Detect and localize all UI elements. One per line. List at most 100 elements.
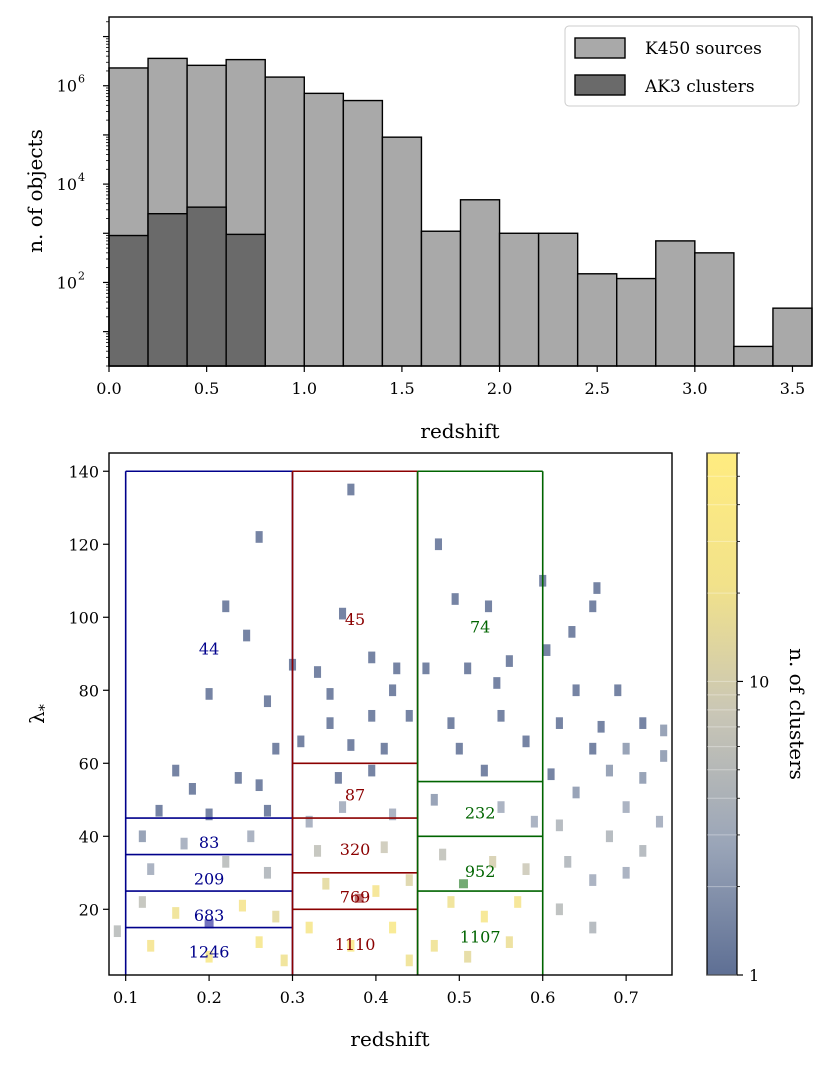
x-tick-label: 0.5 — [447, 988, 472, 1007]
heatmap-cell — [555, 819, 563, 832]
heatmap-cell — [497, 709, 505, 722]
highlight-marker — [458, 879, 468, 889]
k450-bar — [264, 76, 305, 367]
y-tick-label: 20 — [79, 900, 99, 919]
heatmap-cell — [272, 910, 280, 923]
heatmap-cell — [489, 855, 497, 868]
legend-swatch-k450 — [574, 37, 626, 59]
heatmap-cell — [589, 742, 597, 755]
colorbar-ticks: 1 10 — [737, 452, 769, 985]
heatmap-cell — [464, 950, 472, 963]
heatmap-cell — [180, 837, 188, 850]
k450-bar — [576, 273, 618, 367]
x-tick-label: 3.5 — [780, 379, 805, 398]
histogram-x-ticks: 0.0 0.5 1.0 1.5 2.0 2.5 3.0 3.5 — [96, 366, 805, 398]
heatmap-cell — [368, 764, 376, 777]
heatmap-cell — [660, 750, 668, 762]
heatmap-cell — [639, 772, 647, 784]
heatmap-cell — [484, 600, 493, 613]
histogram-legend: K450 sources AK3 clusters — [564, 25, 800, 107]
heatmap-panel: 1246 683 209 83 44 1110 769 320 87 45 1107 952 232 74… — [25, 452, 809, 1051]
heatmap-cell — [138, 896, 146, 908]
x-tick-label: 0.1 — [113, 988, 138, 1007]
x-tick-label: 0.5 — [194, 379, 219, 398]
heatmap-cell — [322, 877, 330, 890]
region-count-label: 232 — [465, 804, 496, 823]
heatmap-cell — [334, 772, 342, 784]
heatmap-cell — [480, 910, 488, 923]
region-count-label: 769 — [340, 888, 371, 907]
heatmap-cell — [505, 655, 513, 667]
k450-bar — [733, 345, 774, 367]
heatmap-cell — [593, 582, 601, 594]
y-tick-label: 100 — [68, 608, 99, 627]
heatmap-cell — [263, 804, 272, 817]
heatmap-cell — [389, 808, 397, 821]
heatmap-axes-frame — [108, 452, 673, 976]
region-count-label: 1110 — [335, 935, 376, 954]
heatmap-cell — [522, 863, 530, 875]
heatmap-cell — [430, 939, 438, 952]
y-tick-label: 10 — [57, 77, 77, 96]
heatmap-cell — [655, 815, 664, 828]
heatmap-cell — [522, 735, 530, 748]
x-tick-label: 0.7 — [613, 988, 638, 1007]
heatmap-cell — [372, 885, 380, 897]
region-count-label: 320 — [340, 840, 371, 859]
k450-bar — [498, 232, 540, 367]
k450-bar — [459, 199, 501, 367]
heatmap-cell — [147, 863, 155, 875]
region-count-label: 83 — [199, 833, 219, 852]
x-tick-label: 0.3 — [280, 988, 305, 1007]
heatmap-cell — [188, 782, 196, 795]
region-count-labels: 1246 683 209 83 44 1110 769 320 87 45 1107 952 232 74 — [189, 610, 501, 961]
heatmap-cell — [589, 600, 597, 613]
k450-bar — [381, 136, 423, 367]
heatmap-cell — [238, 899, 246, 912]
heatmap-cell — [405, 954, 413, 967]
region-count-label: 44 — [199, 639, 219, 658]
heatmap-cell — [347, 939, 355, 952]
heatmap-cell — [243, 629, 251, 642]
region-count-label: 45 — [345, 610, 365, 629]
heatmap-cell — [380, 742, 388, 755]
heatmap-cell — [205, 950, 213, 963]
x-tick-label: 0.4 — [363, 988, 388, 1007]
histogram-x-label: redshift — [420, 419, 499, 443]
heatmap-cell — [393, 662, 401, 675]
heatmap-cell — [222, 855, 230, 868]
heatmap-cell — [338, 607, 347, 620]
heatmap-cell — [305, 921, 313, 934]
heatmap-cell — [589, 921, 597, 934]
heatmap-cell — [313, 666, 322, 678]
ak3-bar — [225, 233, 266, 367]
heatmap-cell — [205, 808, 213, 821]
x-tick-label: 2.0 — [487, 379, 512, 398]
heatmap-cell — [422, 662, 430, 675]
x-tick-label: 0.6 — [530, 988, 555, 1007]
heatmap-cell — [434, 538, 443, 551]
heatmap-cell — [605, 830, 613, 843]
heatmap-y-label-group: λ* — [25, 704, 53, 724]
colorbar-minor-lines — [707, 452, 737, 976]
heatmap-cell — [605, 764, 613, 777]
heatmap-cell — [255, 779, 263, 792]
legend-swatch-ak3 — [574, 74, 626, 96]
heatmap-cell — [380, 841, 388, 854]
heatmap-cell — [505, 936, 513, 948]
y-tick-exponent: 6 — [78, 73, 85, 86]
k450-bar — [303, 92, 345, 367]
colorbar — [706, 452, 738, 976]
heatmap-cell — [622, 801, 630, 813]
heatmap-cell — [568, 626, 576, 638]
k450-bar — [537, 232, 579, 367]
heatmap-cell — [280, 954, 288, 967]
heatmap-cell — [430, 793, 438, 806]
selection-regions — [124, 470, 544, 975]
heatmap-cell — [639, 717, 647, 729]
heatmap-cell — [564, 855, 572, 868]
heatmap-cell — [113, 925, 121, 938]
heatmap-cell — [447, 717, 455, 729]
heatmap-cell — [493, 677, 501, 689]
